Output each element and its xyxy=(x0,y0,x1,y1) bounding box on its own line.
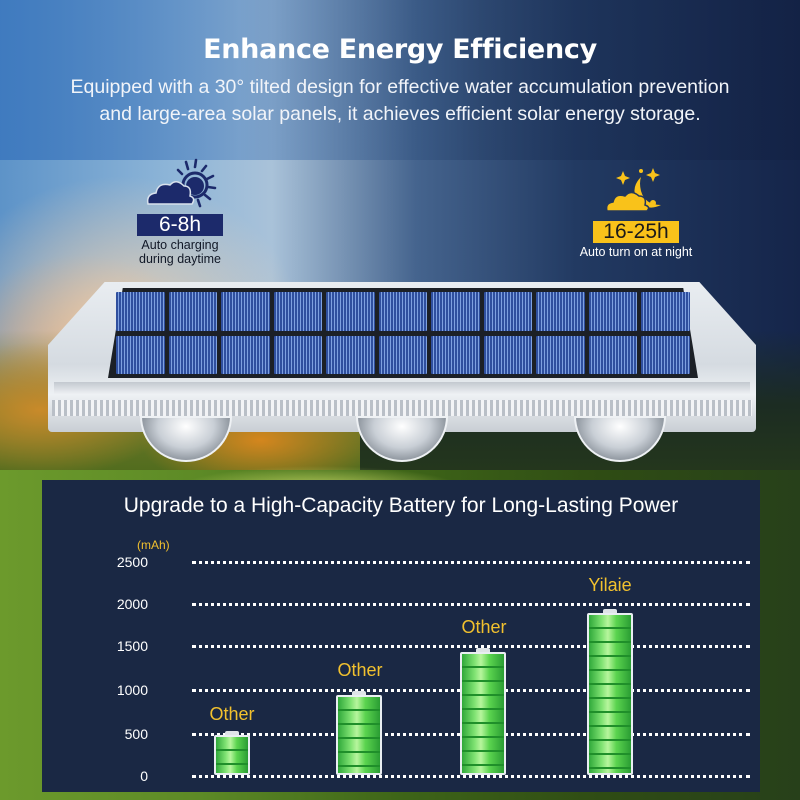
lamp-ledge xyxy=(54,382,750,394)
solar-cell xyxy=(536,335,585,374)
solar-cell xyxy=(641,292,690,331)
y-tick-500: 500 xyxy=(124,726,148,742)
y-tick-2000: 2000 xyxy=(116,596,148,612)
solar-cell xyxy=(116,292,165,331)
charging-duration-badge: 6-8h xyxy=(137,214,223,236)
gridline-2500 xyxy=(192,561,750,564)
gridline-1500 xyxy=(192,645,750,648)
solar-cell xyxy=(273,335,323,374)
battery-bar-other-1 xyxy=(214,731,250,775)
battery-capacity-chart: Upgrade to a High-Capacity Battery for L… xyxy=(42,480,760,792)
solar-cell xyxy=(378,335,428,374)
y-tick-0: 0 xyxy=(140,768,148,784)
solar-cell xyxy=(641,335,690,374)
gridline-2000 xyxy=(192,603,750,606)
solar-cell xyxy=(116,335,165,374)
solar-cell xyxy=(378,292,428,331)
y-tick-1000: 1000 xyxy=(116,682,148,698)
charging-caption-line-1: Auto charging xyxy=(141,238,219,252)
solar-cell xyxy=(431,292,480,331)
solar-cell xyxy=(326,335,375,374)
sky-gradient xyxy=(0,0,800,160)
lighting-caption: Auto turn on at night xyxy=(579,245,693,259)
page-subtitle: Equipped with a 30° tilted design for ef… xyxy=(40,74,760,128)
moon-cloud-stars-icon xyxy=(605,168,661,212)
battery-bar-other-2 xyxy=(336,691,382,775)
bar-label-other-3: Other xyxy=(461,617,507,637)
solar-cell xyxy=(273,292,323,331)
charging-caption-line-2: during daytime xyxy=(139,252,221,266)
gridline-0 xyxy=(192,775,750,778)
battery-bar-yilaie xyxy=(587,609,633,775)
y-tick-1500: 1500 xyxy=(116,638,148,654)
solar-cell xyxy=(326,292,375,331)
solar-cell xyxy=(168,335,218,374)
solar-cells-grid xyxy=(116,292,690,374)
solar-cell xyxy=(483,292,533,331)
lighting-duration-badge: 16-25h xyxy=(593,221,679,243)
led-strip xyxy=(52,400,752,416)
y-tick-2500: 2500 xyxy=(116,554,148,570)
lamp-lens xyxy=(574,416,666,462)
chart-title: Upgrade to a High-Capacity Battery for L… xyxy=(123,494,679,517)
page-title: Enhance Energy Efficiency xyxy=(203,34,597,65)
solar-cell xyxy=(431,335,480,374)
lamp-lens xyxy=(356,416,448,462)
lamp-lens xyxy=(140,416,232,462)
solar-cell xyxy=(221,335,270,374)
solar-cell xyxy=(168,292,218,331)
solar-lamp-product xyxy=(44,282,760,462)
sun-cloud-icon xyxy=(146,158,217,208)
solar-cell xyxy=(588,292,638,331)
y-axis-unit: (mAh) xyxy=(137,538,170,552)
battery-bar-other-3 xyxy=(460,648,506,775)
bar-label-yilaie: Yilaie xyxy=(588,575,632,595)
feature-night-lighting: 16-25h Auto turn on at night xyxy=(566,165,706,259)
subtitle-line-2: and large-area solar panels, it achieves… xyxy=(99,103,701,125)
solar-cell xyxy=(588,335,638,374)
bar-label-other-2: Other xyxy=(337,660,383,680)
solar-cell xyxy=(483,335,533,374)
feature-daytime-charging: 6-8h Auto charging during daytime xyxy=(122,158,238,266)
solar-cell xyxy=(221,292,270,331)
subtitle-line-1: Equipped with a 30° tilted design for ef… xyxy=(70,76,730,98)
solar-cell xyxy=(536,292,585,331)
bar-label-other-1: Other xyxy=(209,704,255,724)
